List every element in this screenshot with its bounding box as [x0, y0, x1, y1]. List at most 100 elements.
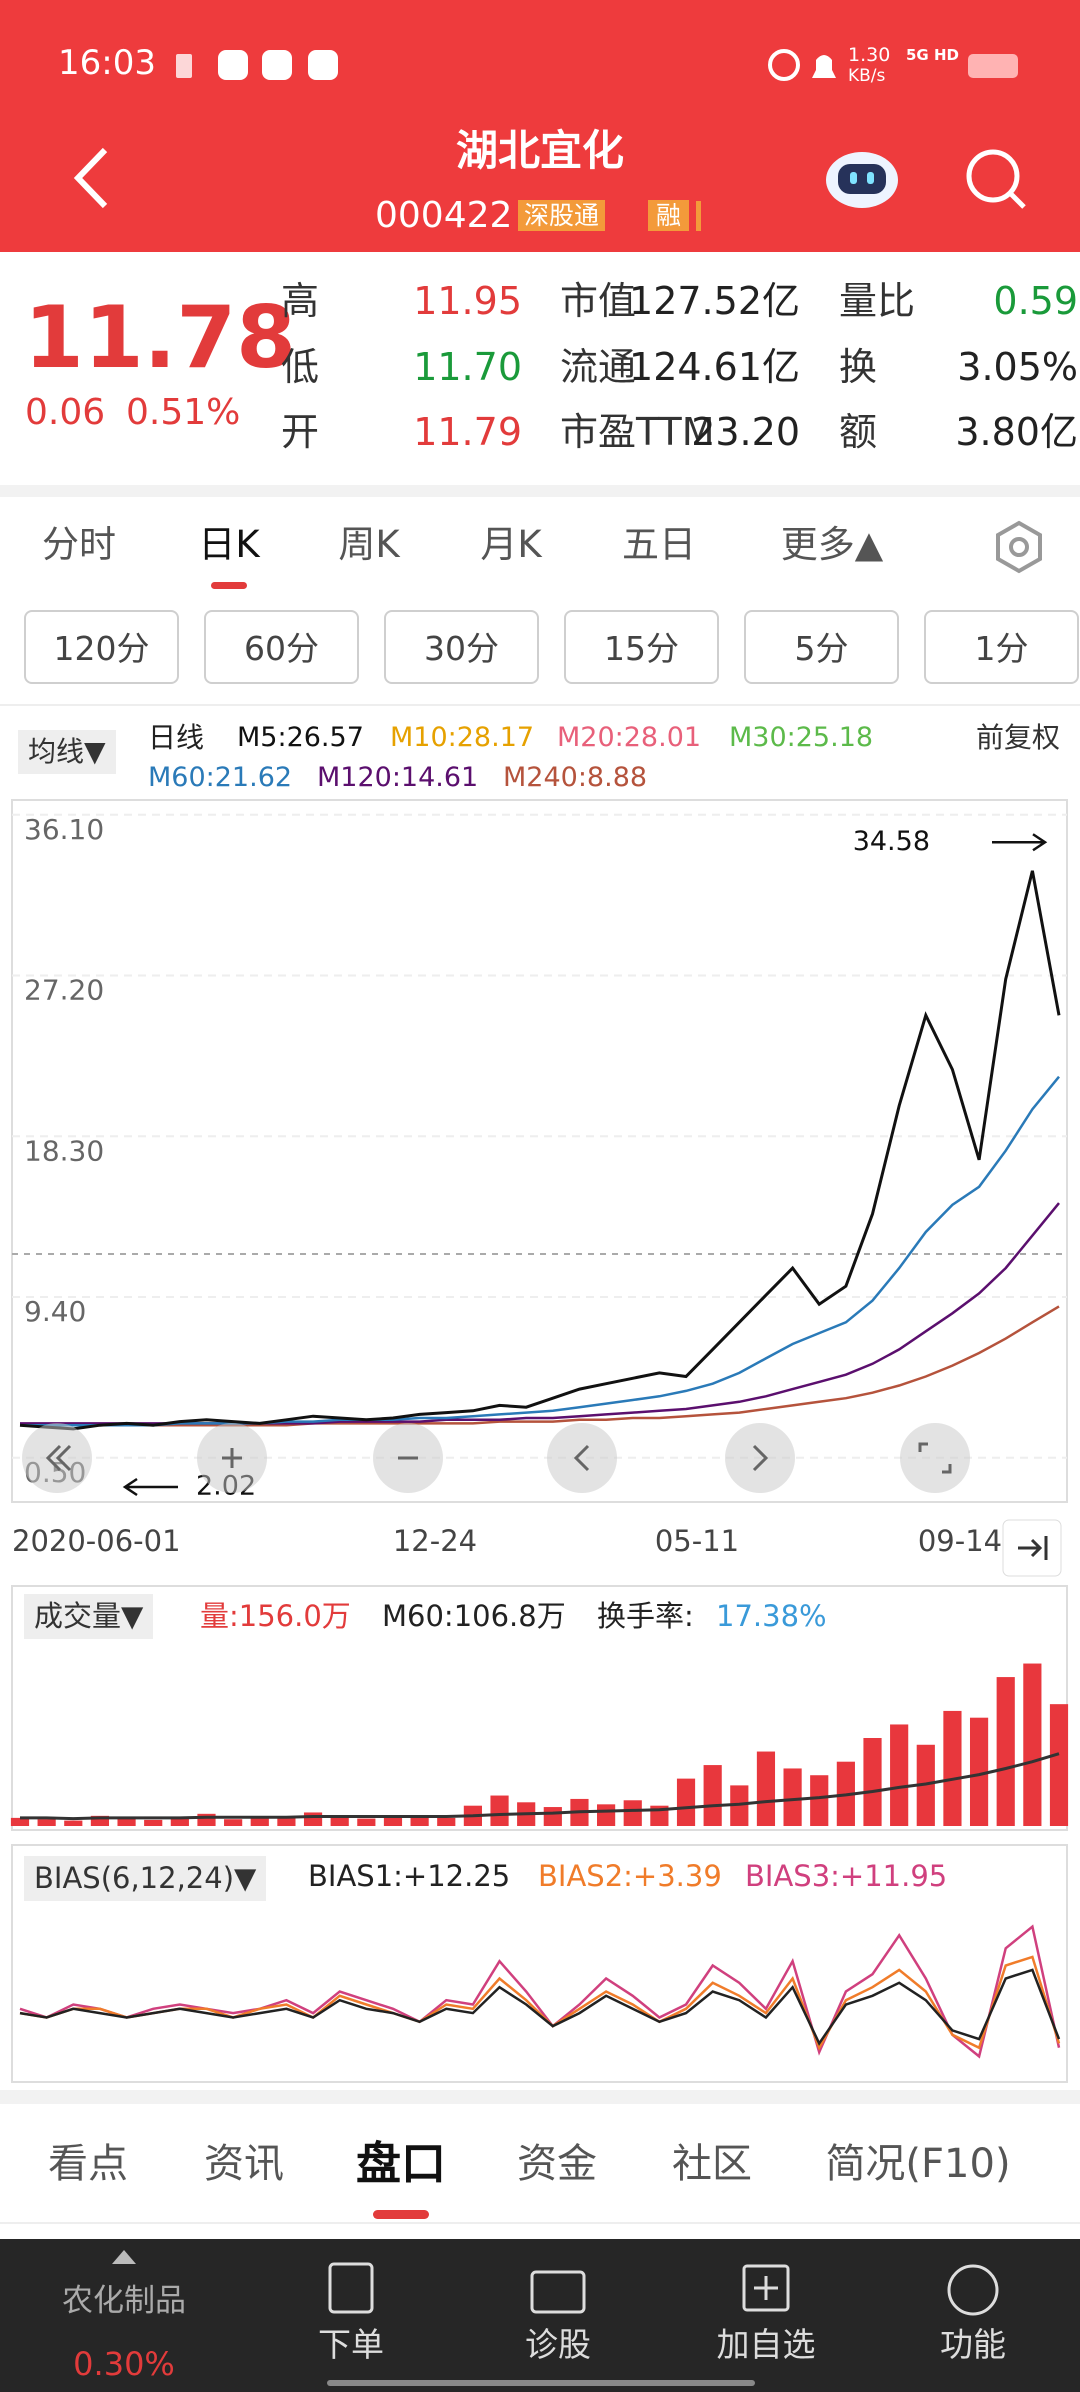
volume-bar	[117, 1818, 136, 1826]
period-tab[interactable]: 日K	[198, 523, 260, 566]
search-icon[interactable]	[966, 149, 1026, 209]
network-speed: 1.30	[848, 44, 891, 66]
max-arrow	[992, 833, 1048, 852]
volume-legend: M60:106.8万	[382, 1599, 566, 1633]
bottom-tab[interactable]: 盘口	[355, 2137, 446, 2190]
back-icon[interactable]	[73, 147, 108, 209]
stat-label: 低	[281, 345, 320, 389]
footer-action[interactable]: 加自选	[716, 2325, 816, 2364]
minute-button[interactable]: 120分	[24, 610, 179, 684]
volume-bar	[543, 1807, 562, 1826]
battery-icon	[968, 54, 1018, 78]
ma-period: 日线	[148, 721, 205, 754]
stat-value: 11.70	[413, 345, 522, 389]
minute-button[interactable]: 1分	[924, 610, 1079, 684]
minute-button[interactable]: 15分	[564, 610, 719, 684]
stat-label: 市盈TTM	[560, 410, 715, 454]
footer-action[interactable]: 诊股	[525, 2325, 591, 2364]
last-price: 11.78	[24, 288, 297, 388]
ma-value: M5:26.57	[237, 722, 364, 753]
price-line	[20, 1305, 1060, 1427]
adjust-mode[interactable]: 前复权	[975, 721, 1060, 754]
ma-selector[interactable]: 均线▼	[18, 730, 116, 774]
chart-control[interactable]	[725, 1423, 795, 1493]
bottom-tab[interactable]: 简况(F10)	[825, 2141, 1011, 2187]
y-tick-label: 27.20	[24, 974, 104, 1007]
bias-selector[interactable]: BIAS(6,12,24)▼	[24, 1856, 267, 1901]
bias-legend: BIAS3:+11.95	[745, 1859, 948, 1893]
period-tab[interactable]: 更多▲	[780, 523, 884, 566]
volume-bar	[597, 1804, 616, 1826]
volume-bar	[224, 1819, 243, 1826]
volume-bar	[490, 1795, 509, 1826]
bottom-tab[interactable]: 社区	[672, 2141, 752, 2187]
volume-bar	[810, 1775, 829, 1826]
network-type: 5G HD	[906, 46, 959, 64]
minute-button[interactable]: 60分	[204, 610, 359, 684]
volume-bar	[1023, 1663, 1042, 1826]
stat-label: 额	[839, 410, 878, 454]
status-icon	[308, 50, 338, 80]
add-icon	[742, 2264, 790, 2312]
minute-button[interactable]: 30分	[384, 610, 539, 684]
status-icon	[218, 50, 248, 80]
stat-label: 流通	[560, 345, 637, 389]
bottom-tab[interactable]: 看点	[48, 2141, 128, 2187]
y-tick-label: 36.10	[24, 813, 104, 846]
stat-value: 3.05%	[957, 345, 1078, 389]
volume-legend: 换手率:	[597, 1599, 694, 1633]
status-time: 16:03	[58, 43, 156, 83]
period-tab[interactable]: 月K	[480, 523, 542, 566]
bias-legend: BIAS1:+12.25	[308, 1859, 511, 1893]
chart-control-icon	[45, 1442, 952, 1474]
volume-selector[interactable]: 成交量▼	[24, 1594, 154, 1639]
stat-value: 127.52亿	[629, 279, 800, 323]
x-tick-label: 12-24	[393, 1524, 477, 1558]
bottom-tab-underline	[373, 2210, 429, 2219]
chart-frame	[11, 1844, 1068, 2083]
diagnose-icon	[530, 2270, 586, 2314]
chart-control[interactable]	[900, 1423, 970, 1493]
bottom-tab[interactable]: 资讯	[204, 2141, 284, 2187]
badge: 融	[648, 200, 690, 231]
volume-bar	[943, 1710, 962, 1826]
end-icon	[1018, 1536, 1048, 1560]
footer-action[interactable]: 下单	[318, 2325, 384, 2364]
badge-bar	[696, 201, 701, 231]
bottom-tab[interactable]: 资金	[517, 2141, 597, 2187]
minute-button[interactable]: 5分	[744, 610, 899, 684]
y-tick-label: 9.40	[24, 1295, 86, 1328]
volume-bar	[64, 1820, 83, 1826]
stat-value: 124.61亿	[629, 345, 800, 389]
period-tab[interactable]: 周K	[338, 523, 400, 566]
x-tick-label: 2020-06-01	[12, 1524, 181, 1558]
sector-name[interactable]: 农化制品	[62, 2283, 186, 2319]
separator	[0, 2090, 1080, 2104]
chart-control[interactable]	[547, 1423, 617, 1493]
y-tick-label: 18.30	[24, 1134, 104, 1167]
tab-underline	[211, 582, 247, 589]
settings-icon[interactable]	[1009, 537, 1029, 557]
stat-label: 开	[281, 410, 320, 454]
footer-bg	[0, 2239, 1080, 2392]
volume-bar	[996, 1677, 1015, 1826]
separator	[0, 2222, 1080, 2224]
stat-value: 11.95	[413, 279, 522, 323]
period-tab[interactable]: 五日	[622, 523, 696, 566]
ma-value: M10:28.17	[390, 722, 535, 753]
volume-bar	[10, 1817, 30, 1826]
max-label: 34.58	[853, 826, 930, 857]
x-tick-label: 05-11	[655, 1524, 739, 1558]
settings-icon[interactable]	[996, 520, 1042, 574]
volume-bar	[144, 1819, 163, 1826]
ma-value: M30:25.18	[729, 722, 874, 753]
robot-icon[interactable]	[826, 152, 898, 208]
stat-value: 3.80亿	[955, 410, 1078, 454]
volume-bar	[197, 1813, 216, 1826]
expand-icon[interactable]	[112, 2250, 136, 2264]
stat-value: 11.79	[413, 410, 522, 454]
footer-action[interactable]: 功能	[940, 2325, 1006, 2364]
ma-value: M20:28.01	[557, 722, 702, 753]
period-tab[interactable]: 分时	[42, 523, 116, 566]
volume-bar	[277, 1816, 296, 1826]
